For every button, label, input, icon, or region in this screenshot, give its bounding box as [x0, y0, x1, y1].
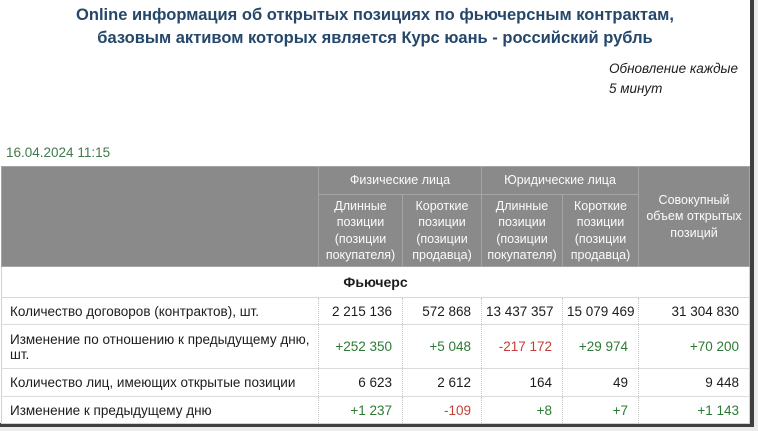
cell-value: +5 048: [402, 324, 482, 369]
header-individuals-short: Короткие позиции (позиции продавца): [402, 194, 482, 267]
update-note: Обновление каждые 5 минут: [609, 59, 738, 99]
cell-value: +29 974: [561, 324, 639, 369]
header-legal-short: Короткие позиции (позиции продавца): [561, 194, 640, 267]
row-label: Количество лиц, имеющих открытые позиции: [1, 368, 319, 397]
cell-value: 2 612: [402, 368, 482, 397]
cell-value: 6 623: [318, 368, 403, 397]
page-title: Online информация об открытых позициях п…: [0, 0, 750, 51]
cell-value: 572 868: [402, 297, 482, 325]
cell-value: +252 350: [318, 324, 403, 369]
header-group-individuals: Физические лица: [318, 166, 482, 195]
section-title: Фьючерс: [1, 266, 750, 298]
table-row: Количество лиц, имеющих открытые позиции…: [1, 368, 750, 397]
cell-value: 2 215 136: [318, 297, 403, 325]
cell-value: 15 079 469: [561, 297, 639, 325]
update-note-line2: 5 минут: [608, 81, 663, 96]
cell-value: +70 200: [638, 324, 750, 369]
row-label: Изменение по отношению к предыдущему дню…: [1, 324, 319, 369]
cell-value: 13 437 357: [481, 297, 563, 325]
update-note-line1: Обновление каждые: [608, 61, 738, 76]
table-row: Количество договоров (контрактов), шт. 2…: [1, 297, 750, 325]
row-label: Количество договоров (контрактов), шт.: [1, 297, 319, 325]
page-title-line1: Online информация об открытых позициях п…: [76, 6, 674, 24]
cell-value: +7: [561, 396, 639, 424]
cell-value: 49: [561, 368, 639, 397]
header-legal-long: Длинные позиции (позиции покупателя): [481, 194, 563, 267]
row-label: Изменение к предыдущему дню: [1, 396, 319, 424]
cell-value: -109: [402, 396, 482, 424]
open-positions-table: Физические лица Юридические лица Совокуп…: [1, 166, 751, 424]
header-total-open-positions: Совокупный объем открытых позиций: [638, 166, 751, 267]
section-row-futures: Фьючерс: [1, 266, 750, 298]
cell-value: +8: [481, 396, 563, 424]
header-individuals-long: Длинные позиции (позиции покупателя): [318, 194, 403, 267]
cell-value: +1 237: [318, 396, 403, 424]
table-row: Изменение по отношению к предыдущему дню…: [1, 324, 750, 369]
header-empty-cell: [1, 166, 319, 267]
timestamp: 16.04.2024 11:15: [6, 145, 111, 160]
page-title-line2: базовым активом которых является Курс юа…: [97, 29, 653, 48]
cell-value: 164: [481, 368, 563, 397]
table-row: Изменение к предыдущему дню +1 237 -109 …: [1, 396, 750, 424]
cell-value: -217 172: [481, 324, 563, 369]
cell-value: +1 143: [638, 396, 750, 424]
cell-value: 9 448: [638, 368, 750, 397]
cell-value: 31 304 830: [638, 297, 750, 325]
header-group-legal-entities: Юридические лица: [480, 166, 640, 195]
